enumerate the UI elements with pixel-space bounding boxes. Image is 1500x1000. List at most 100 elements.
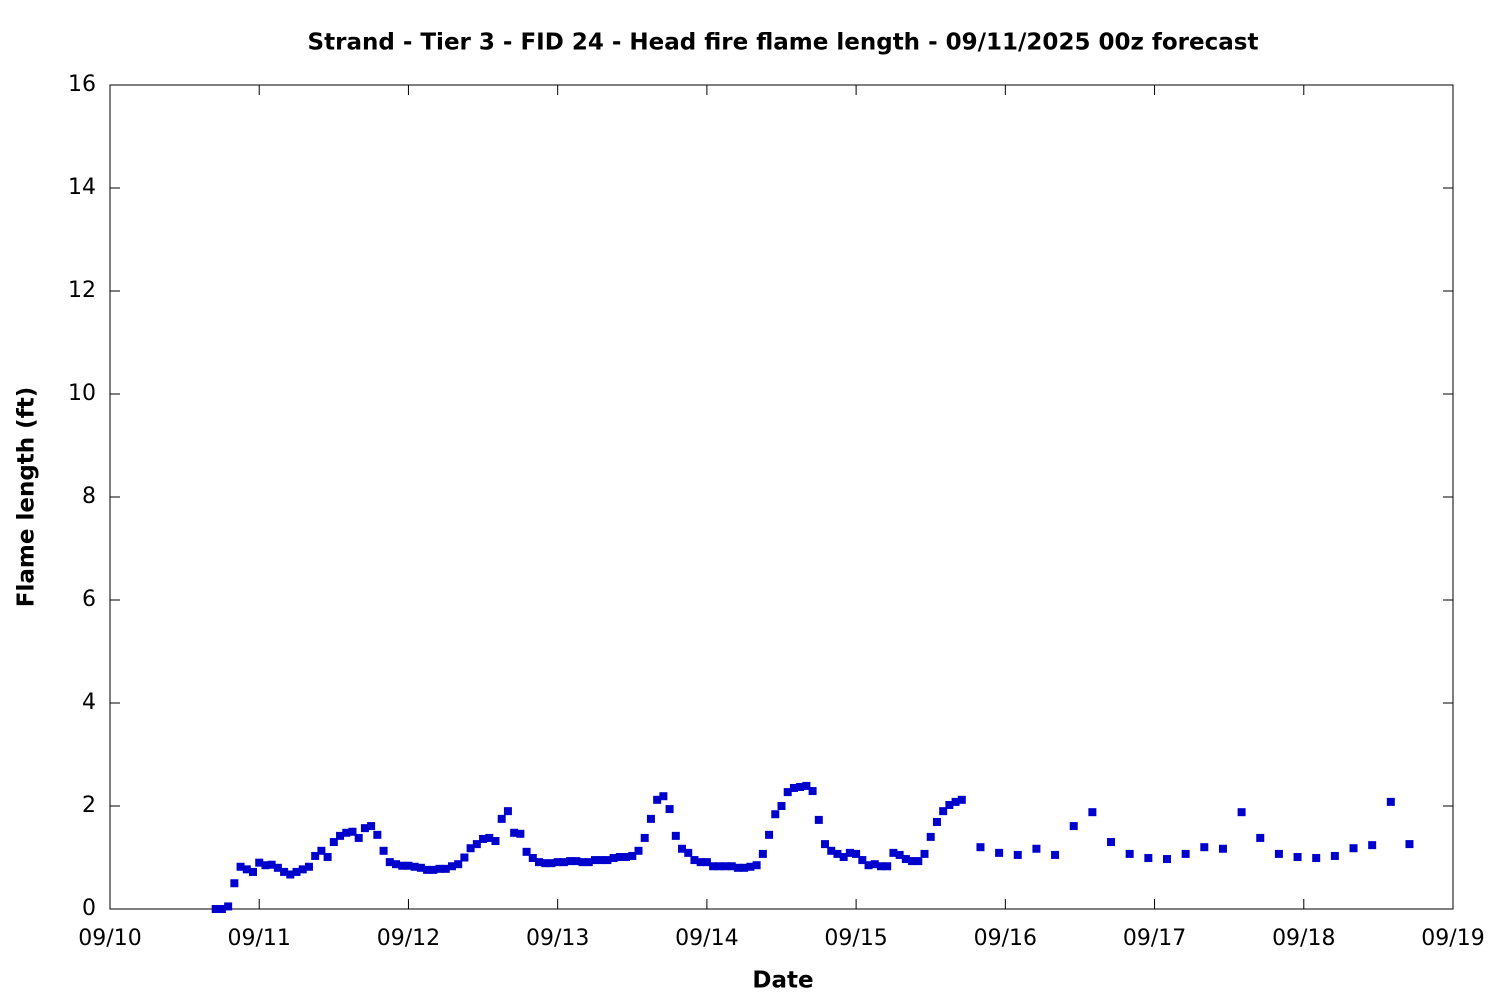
- data-point: [802, 781, 811, 790]
- data-point: [416, 863, 425, 872]
- data-point: [889, 848, 898, 857]
- data-point: [727, 862, 736, 871]
- data-point: [951, 797, 960, 806]
- x-tick-label: 09/16: [974, 926, 1037, 951]
- data-point: [547, 859, 556, 868]
- data-point: [684, 848, 693, 857]
- data-point: [752, 861, 761, 870]
- data-point: [1051, 850, 1060, 859]
- data-point: [516, 829, 525, 838]
- data-point: [957, 795, 966, 804]
- data-point: [497, 814, 506, 823]
- data-point: [217, 905, 226, 913]
- data-point: [833, 849, 842, 858]
- data-point: [267, 860, 276, 869]
- data-point: [827, 846, 836, 855]
- data-point: [634, 846, 643, 855]
- data-point: [1125, 849, 1134, 858]
- x-tick-label: 09/19: [1421, 926, 1484, 951]
- x-axis-title: Date: [752, 968, 813, 994]
- y-tick-label: 4: [82, 690, 96, 715]
- y-tick-label: 16: [68, 72, 96, 97]
- data-point: [292, 867, 301, 876]
- data-point: [765, 830, 774, 839]
- y-tick-label: 14: [68, 175, 96, 200]
- data-point: [572, 857, 581, 866]
- data-point: [746, 862, 755, 871]
- data-point: [460, 853, 469, 862]
- data-point: [1312, 854, 1321, 863]
- data-point: [920, 849, 929, 858]
- data-point: [541, 859, 550, 868]
- data-point: [224, 902, 233, 911]
- data-point: [273, 863, 282, 872]
- data-point: [336, 831, 345, 840]
- data-point: [901, 855, 910, 864]
- data-point: [491, 837, 500, 846]
- data-point: [1237, 808, 1246, 817]
- data-point: [429, 865, 438, 874]
- chart-title: Strand - Tier 3 - FID 24 - Head fire fla…: [308, 30, 1259, 56]
- x-tick-label: 09/14: [675, 926, 738, 951]
- data-point: [1405, 840, 1414, 849]
- data-point: [398, 861, 407, 870]
- data-point: [603, 856, 612, 865]
- data-point: [939, 807, 948, 816]
- data-point: [423, 865, 432, 874]
- data-point: [479, 834, 488, 843]
- x-tick-label: 09/18: [1272, 926, 1335, 951]
- x-tick-label: 09/10: [78, 926, 141, 951]
- data-point: [1200, 843, 1209, 852]
- data-point: [1069, 822, 1078, 831]
- data-point: [721, 862, 730, 871]
- data-point: [410, 862, 419, 871]
- data-point: [926, 832, 935, 841]
- data-point: [640, 833, 649, 842]
- data-point: [995, 848, 1004, 857]
- data-point: [360, 824, 369, 833]
- data-point: [298, 865, 307, 874]
- data-point: [236, 862, 245, 871]
- data-point: [211, 905, 220, 913]
- data-point: [777, 802, 786, 810]
- data-point: [665, 805, 674, 814]
- data-point: [385, 858, 394, 867]
- data-point: [628, 851, 637, 860]
- data-point: [876, 862, 885, 871]
- data-point: [870, 860, 879, 869]
- data-point: [559, 858, 568, 867]
- data-point: [783, 788, 792, 797]
- x-tick-label: 09/12: [377, 926, 440, 951]
- data-point: [522, 847, 531, 856]
- data-point: [342, 828, 351, 837]
- data-point: [771, 810, 780, 819]
- data-point: [597, 856, 606, 865]
- y-tick-label: 2: [82, 793, 96, 818]
- data-point: [976, 843, 985, 852]
- data-point: [808, 787, 817, 796]
- data-point: [1349, 844, 1358, 853]
- data-point: [230, 879, 239, 888]
- data-point: [323, 852, 332, 861]
- data-point: [261, 861, 270, 870]
- data-point: [1013, 850, 1022, 859]
- data-point: [858, 856, 867, 865]
- data-point: [839, 852, 848, 861]
- data-point: [814, 815, 823, 824]
- data-point: [255, 858, 264, 867]
- data-point: [945, 800, 954, 809]
- x-tick-label: 09/17: [1123, 926, 1186, 951]
- data-point: [454, 860, 463, 869]
- data-point: [914, 857, 923, 866]
- data-point: [354, 833, 363, 842]
- data-point: [528, 854, 537, 863]
- x-tick-label: 09/15: [824, 926, 887, 951]
- y-tick-label: 10: [68, 381, 96, 406]
- x-tick-label: 09/11: [228, 926, 291, 951]
- data-point: [1032, 844, 1041, 853]
- data-point: [796, 782, 805, 791]
- data-point: [566, 857, 575, 866]
- data-point: [852, 849, 861, 858]
- data-point: [435, 864, 444, 873]
